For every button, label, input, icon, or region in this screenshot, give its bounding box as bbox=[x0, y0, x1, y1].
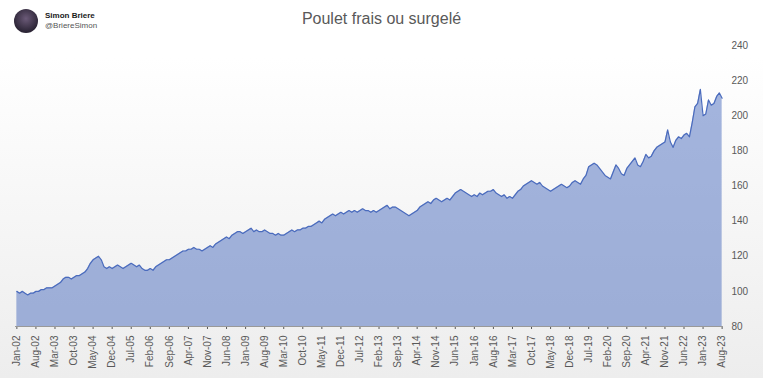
svg-text:Mar-17: Mar-17 bbox=[507, 335, 518, 367]
svg-text:May-18: May-18 bbox=[545, 335, 556, 369]
svg-text:Jan-02: Jan-02 bbox=[11, 335, 22, 366]
svg-text:Nov-21: Nov-21 bbox=[659, 335, 670, 368]
svg-text:Jun-08: Jun-08 bbox=[221, 335, 232, 366]
svg-text:80: 80 bbox=[732, 321, 744, 332]
svg-text:Nov-07: Nov-07 bbox=[202, 335, 213, 368]
svg-text:Oct-10: Oct-10 bbox=[297, 335, 308, 365]
html-text:@BriereSimon: @BriereSimon bbox=[45, 21, 98, 30]
svg-text:Dec-18: Dec-18 bbox=[564, 335, 575, 368]
svg-text:120: 120 bbox=[732, 250, 749, 261]
svg-text:Jun-22: Jun-22 bbox=[678, 335, 689, 366]
svg-text:Oct-17: Oct-17 bbox=[526, 335, 537, 365]
svg-text:Oct-03: Oct-03 bbox=[68, 335, 79, 365]
svg-text:Jul-19: Jul-19 bbox=[583, 335, 594, 363]
svg-text:Feb-06: Feb-06 bbox=[144, 335, 155, 367]
svg-text:Dec-04: Dec-04 bbox=[106, 335, 117, 368]
svg-text:Aug-02: Aug-02 bbox=[30, 335, 41, 368]
svg-text:Mar-03: Mar-03 bbox=[49, 335, 60, 367]
svg-text:Jan-09: Jan-09 bbox=[240, 335, 251, 366]
svg-text:Dec-11: Dec-11 bbox=[335, 335, 346, 367]
svg-text:Jan-16: Jan-16 bbox=[469, 335, 480, 366]
svg-text:Aug-16: Aug-16 bbox=[488, 335, 499, 368]
svg-text:160: 160 bbox=[732, 180, 749, 191]
svg-text:Jul-05: Jul-05 bbox=[125, 335, 136, 363]
svg-text:Nov-14: Nov-14 bbox=[430, 335, 441, 368]
svg-text:220: 220 bbox=[732, 75, 749, 86]
svg-text:Jul-12: Jul-12 bbox=[354, 335, 365, 363]
svg-text:Sep-06: Sep-06 bbox=[164, 335, 175, 368]
svg-text:Feb-20: Feb-20 bbox=[602, 335, 613, 367]
svg-text:Sep-20: Sep-20 bbox=[621, 335, 632, 368]
svg-text:Sep-13: Sep-13 bbox=[392, 335, 403, 368]
html-text:Poulet frais ou surgelé: Poulet frais ou surgelé bbox=[301, 10, 462, 27]
svg-text:Feb-13: Feb-13 bbox=[373, 335, 384, 367]
svg-text:Apr-21: Apr-21 bbox=[640, 335, 651, 365]
svg-text:Jun-15: Jun-15 bbox=[449, 335, 460, 366]
svg-text:Jan-23: Jan-23 bbox=[697, 335, 708, 366]
svg-text:240: 240 bbox=[732, 40, 749, 51]
svg-text:140: 140 bbox=[732, 215, 749, 226]
svg-text:May-11: May-11 bbox=[316, 335, 327, 368]
svg-text:May-04: May-04 bbox=[87, 335, 98, 369]
svg-text:Mar-10: Mar-10 bbox=[278, 335, 289, 367]
svg-text:Aug-09: Aug-09 bbox=[259, 335, 270, 368]
svg-text:180: 180 bbox=[732, 145, 749, 156]
html-text:Simon Briere: Simon Briere bbox=[45, 11, 95, 20]
svg-text:Aug-23: Aug-23 bbox=[716, 335, 727, 368]
svg-text:100: 100 bbox=[732, 286, 749, 297]
svg-text:200: 200 bbox=[732, 110, 749, 121]
svg-text:Apr-07: Apr-07 bbox=[183, 335, 194, 365]
svg-text:Apr-14: Apr-14 bbox=[411, 335, 422, 365]
